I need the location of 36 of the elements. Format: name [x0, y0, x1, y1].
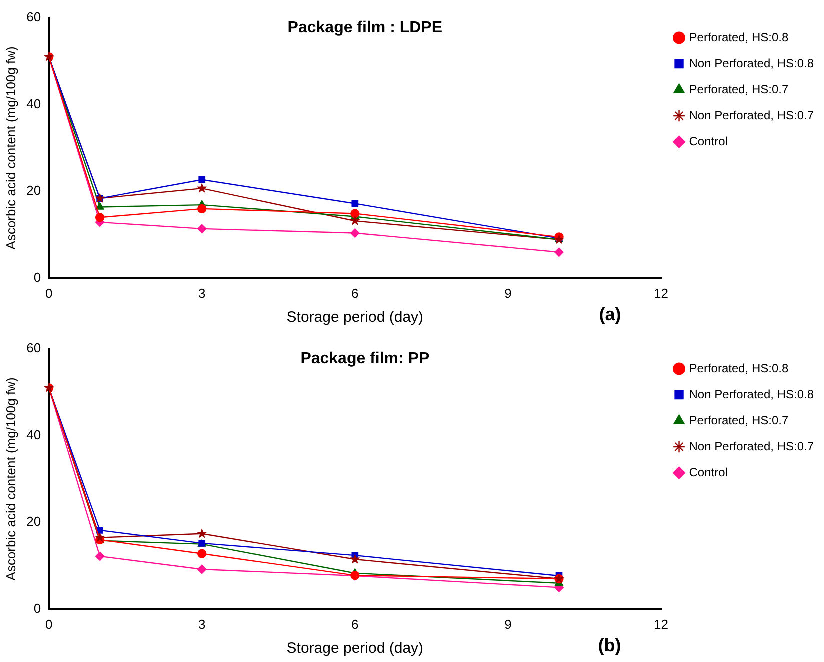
- legend-label: Perforated, HS:0.8: [689, 361, 789, 376]
- chart-title: Package film : LDPE: [288, 19, 443, 36]
- legend-label: Non Perforated, HS:0.8: [689, 387, 814, 402]
- legend-label: Non Perforated, HS:0.7: [689, 108, 814, 122]
- y-tick-label: 60: [26, 340, 42, 356]
- x-tick-label: 3: [198, 616, 206, 632]
- chart-title: Package film: PP: [300, 350, 430, 368]
- x-tick-label: 3: [198, 286, 206, 301]
- text: (a): [599, 304, 622, 324]
- y-axis-title: Ascorbic acid content (mg/100g fw): [3, 46, 18, 250]
- legend-label: Perforated, HS:0.8: [689, 30, 789, 44]
- y-tick-label: 20: [26, 183, 42, 198]
- y-tick-label: 40: [26, 96, 42, 112]
- y-tick-label: 0: [34, 600, 42, 616]
- x-tick-label: 12: [654, 616, 668, 632]
- y-tick-label: 60: [26, 10, 42, 25]
- text: (b): [598, 635, 622, 656]
- y-axis-title: Ascorbic acid content (mg/100g fw): [3, 378, 18, 581]
- x-tick-label: 6: [352, 286, 359, 301]
- x-tick-label: 9: [504, 616, 512, 632]
- legend-label: Control: [689, 465, 728, 480]
- legend-label: Non Perforated, HS:0.7: [689, 439, 814, 454]
- legend-label: Non Perforated, HS:0.8: [689, 56, 814, 70]
- x-tick-label: 0: [45, 616, 53, 632]
- x-tick-label: 0: [45, 286, 53, 301]
- x-axis-title: Storage period (day): [286, 640, 424, 658]
- y-tick-label: 0: [34, 270, 42, 285]
- x-axis-title: Storage period (day): [286, 309, 424, 326]
- y-tick-label: 40: [26, 427, 42, 442]
- y-tick-label: 20: [26, 514, 42, 530]
- legend-label: Perforated, HS:0.7: [689, 82, 789, 96]
- x-tick-label: 6: [352, 616, 359, 632]
- legend-label: Control: [689, 134, 728, 148]
- legend-label: Perforated, HS:0.7: [689, 413, 789, 428]
- x-tick-label: 9: [504, 286, 512, 301]
- x-tick-label: 12: [654, 286, 668, 301]
